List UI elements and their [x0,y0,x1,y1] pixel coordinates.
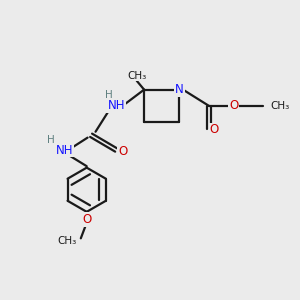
Text: H: H [47,135,55,145]
Text: O: O [82,213,91,226]
Text: CH₃: CH₃ [127,70,146,80]
Text: N: N [175,83,184,96]
Text: O: O [118,145,127,158]
Text: CH₃: CH₃ [271,101,290,111]
Text: O: O [229,99,239,112]
Text: H: H [105,90,113,100]
Text: CH₃: CH₃ [57,236,76,246]
Text: O: O [210,124,219,136]
Text: NH: NH [56,143,74,157]
Text: NH: NH [107,99,125,112]
